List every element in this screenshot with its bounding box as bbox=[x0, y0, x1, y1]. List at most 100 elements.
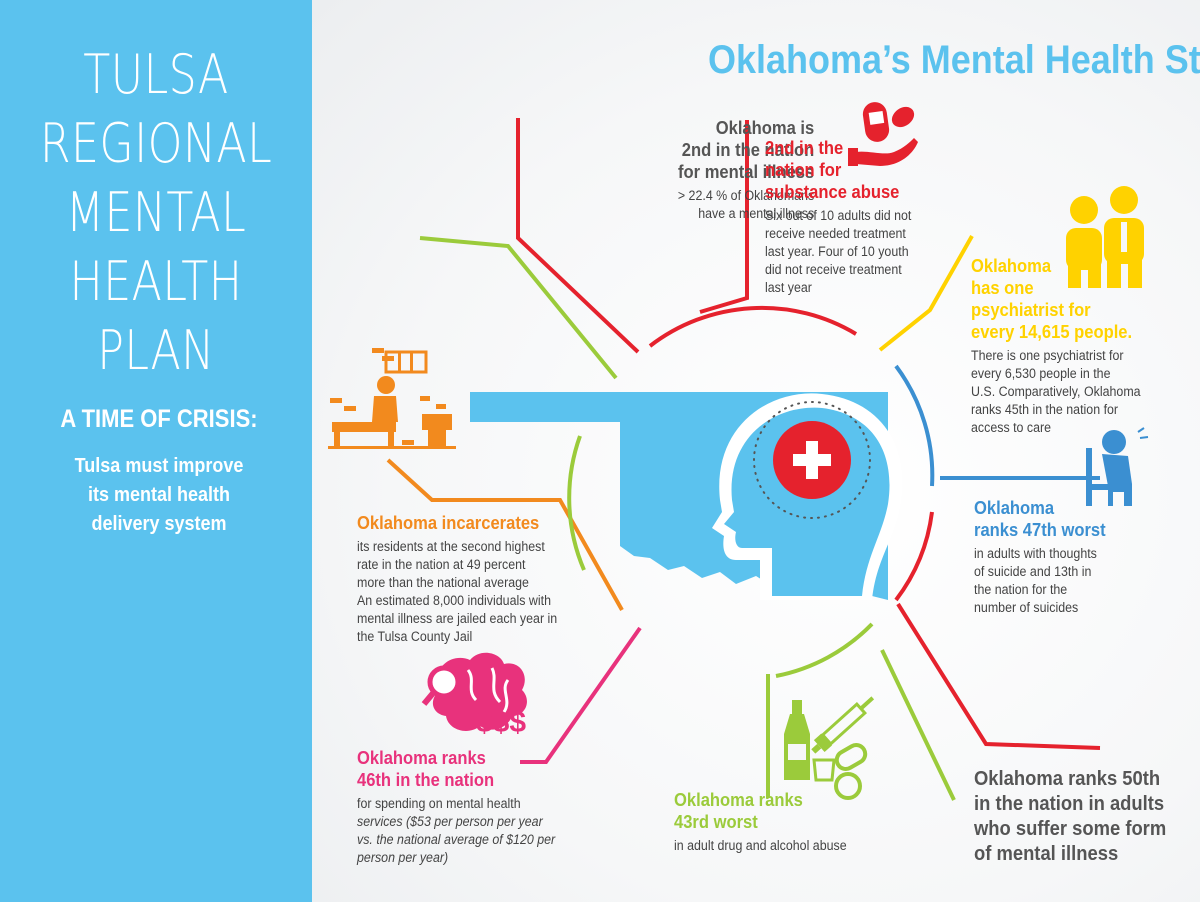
stat-heading-line: who suffer some form bbox=[974, 818, 1167, 840]
stat-heading-line: every 14,615 people. bbox=[971, 322, 1133, 342]
stat-body-line: mental illness are jailed each year in bbox=[357, 611, 558, 626]
stat-body-line: rate in the nation at 49 percent bbox=[357, 557, 526, 572]
stat-heading: Oklahoma incarcerates bbox=[357, 512, 557, 534]
stat-heading: Oklahoma ranks 50th in the nation in adu… bbox=[974, 767, 1166, 867]
plan-title-line: PLAN bbox=[97, 319, 215, 382]
stat-body-line: every 6,530 people in the bbox=[971, 366, 1111, 381]
segmented-ring bbox=[567, 305, 935, 678]
stat-body: > 22.4 % of Oklahomans have a mental ill… bbox=[678, 187, 814, 223]
stat-substance-abuse: 2nd in the nation for substance abuse Si… bbox=[765, 137, 924, 297]
stat-body-line: An estimated 8,000 individuals with bbox=[357, 593, 552, 608]
stat-body-line: receive needed treatment bbox=[765, 226, 906, 241]
crisis-subtitle: Tulsa must improve its mental health del… bbox=[16, 452, 302, 539]
connector-mental-illness bbox=[516, 118, 640, 354]
stat-heading-line: 46th in the nation bbox=[357, 770, 495, 790]
stat-body-line: last year. Four of 10 youth bbox=[765, 244, 909, 259]
connector-drug-alcohol-2 bbox=[880, 649, 956, 801]
doctor-and-patient-icon bbox=[1066, 186, 1144, 288]
stat-heading-line: Oklahoma is bbox=[715, 118, 814, 138]
stat-heading: Oklahoma has one psychiatrist for every … bbox=[971, 255, 1141, 343]
stat-heading-line: ranks 47th worst bbox=[974, 520, 1106, 540]
crisis-heading: A TIME OF CRISIS: bbox=[60, 405, 258, 433]
stat-body-line: Six out of 10 adults did not bbox=[765, 208, 912, 223]
stat-body-line: last year bbox=[765, 280, 812, 295]
connector-substance-abuse bbox=[699, 120, 749, 314]
stat-body: for spending on mental health services (… bbox=[357, 795, 555, 867]
stat-body: in adult drug and alcohol abuse bbox=[674, 837, 847, 855]
stat-body-line: ranks 45th in the nation for bbox=[971, 402, 1119, 417]
plan-title-line: TULSA bbox=[83, 43, 229, 106]
ring-arc-green-left bbox=[567, 435, 586, 571]
plan-title-line: REGIONAL bbox=[39, 112, 273, 175]
jail-cell-icon bbox=[328, 348, 456, 449]
stat-heading-line: Oklahoma ranks bbox=[674, 790, 803, 810]
stat-body-line: There is one psychiatrist for bbox=[971, 348, 1124, 363]
stat-body: its residents at the second highest rate… bbox=[357, 538, 557, 646]
stat-suicide: Oklahoma ranks 47th worst in adults with… bbox=[974, 497, 1117, 617]
stat-heading-line: 2nd in the bbox=[765, 138, 844, 158]
stat-body-line: of suicide and 13th in bbox=[974, 564, 1092, 579]
stat-heading-line: Oklahoma bbox=[971, 256, 1052, 276]
stat-heading-line: psychiatrist for bbox=[971, 300, 1091, 320]
stat-body-line: services ($53 per person per year bbox=[357, 814, 543, 829]
stat-body-line: more than the national average bbox=[357, 575, 529, 590]
connector-psychiatrist bbox=[878, 235, 974, 352]
connector-ranks-50th bbox=[896, 602, 1101, 750]
connector-incarceration bbox=[386, 458, 624, 611]
connector-mental-illness-green bbox=[419, 236, 618, 380]
stat-body-line: for spending on mental health bbox=[357, 796, 521, 811]
stat-mental-illness: Oklahoma is 2nd in the nation for mental… bbox=[666, 117, 814, 223]
stat-body-line: in adult drug and alcohol abuse bbox=[674, 838, 847, 853]
stat-body-line: person per year) bbox=[357, 850, 449, 865]
crisis-subtitle-line: delivery system bbox=[91, 513, 227, 535]
sidebar-panel: TULSA REGIONAL MENTAL HEALTH PLAN A TIME… bbox=[0, 0, 312, 902]
plan-title-line: HEALTH bbox=[69, 250, 243, 313]
stat-heading-line: Oklahoma incarcerates bbox=[357, 513, 540, 533]
infographic-graphics: $$$ bbox=[328, 102, 1149, 801]
stat-heading: Oklahoma is 2nd in the nation for mental… bbox=[678, 117, 814, 183]
stat-body-line: the Tulsa County Jail bbox=[357, 629, 473, 644]
stat-body-line: have a mental illness bbox=[698, 206, 814, 221]
pills-hand-icon bbox=[848, 102, 918, 166]
main-panel: Oklahoma’s Mental Health Statistics bbox=[312, 0, 1200, 902]
stat-body-line: in adults with thoughts bbox=[974, 546, 1097, 561]
dollar-signs: $$$ bbox=[476, 706, 526, 739]
crisis-subtitle-line: its mental health bbox=[87, 484, 231, 506]
stat-heading: Oklahoma ranks 43rd worst bbox=[674, 789, 847, 833]
stat-body-line: the nation for the bbox=[974, 582, 1068, 597]
stat-heading-line: 2nd in the nation bbox=[681, 140, 814, 160]
stat-body: in adults with thoughts of suicide and 1… bbox=[974, 545, 1106, 617]
stat-body-line: > 22.4 % of Oklahomans bbox=[677, 188, 814, 203]
stat-heading-line: of mental illness bbox=[974, 843, 1119, 865]
ring-arc-green-bottom bbox=[775, 622, 874, 678]
stat-heading-line: Oklahoma bbox=[974, 498, 1055, 518]
stat-heading-line: for mental illness bbox=[677, 162, 814, 182]
stat-heading-line: 43rd worst bbox=[674, 812, 758, 832]
stat-body-line: number of suicides bbox=[974, 600, 1079, 615]
main-title: Oklahoma’s Mental Health Statistics bbox=[708, 38, 1200, 82]
distressed-person-chair-icon bbox=[1086, 427, 1149, 506]
ring-arc-red-top bbox=[648, 305, 858, 348]
stat-ranks-50th: Oklahoma ranks 50th in the nation in adu… bbox=[974, 767, 1183, 867]
plan-title-line: MENTAL bbox=[65, 181, 247, 244]
stat-body-line: did not receive treatment bbox=[765, 262, 902, 277]
ring-arc-blue-right bbox=[894, 364, 935, 487]
brain-dollars-icon: $$$ bbox=[421, 652, 527, 739]
connector-spending bbox=[520, 626, 642, 764]
stat-heading-line: Oklahoma ranks bbox=[357, 748, 486, 768]
stat-spending: Oklahoma ranks 46th in the nation for sp… bbox=[357, 747, 572, 867]
crisis-subtitle-line: Tulsa must improve bbox=[74, 455, 244, 477]
head-with-medical-cross-icon bbox=[712, 393, 903, 600]
stat-heading: Oklahoma ranks 46th in the nation bbox=[357, 747, 555, 791]
stat-body-line: its residents at the second highest bbox=[357, 539, 545, 554]
stat-heading-line: Oklahoma ranks 50th bbox=[974, 768, 1161, 790]
bottle-syringe-pills-icon bbox=[784, 696, 875, 800]
stat-body: Six out of 10 adults did not receive nee… bbox=[765, 207, 911, 297]
stat-body-line: vs. the national average of $120 per bbox=[357, 832, 556, 847]
stat-body: There is one psychiatrist for every 6,53… bbox=[971, 347, 1141, 437]
plan-title: TULSA REGIONAL MENTAL HEALTH PLAN bbox=[28, 40, 284, 385]
stat-heading-line: in the nation in adults bbox=[974, 793, 1165, 815]
stat-heading-line: nation for bbox=[765, 160, 842, 180]
stat-drug-alcohol: Oklahoma ranks 43rd worst in adult drug … bbox=[674, 789, 862, 855]
stat-heading-line: substance abuse bbox=[765, 182, 900, 202]
